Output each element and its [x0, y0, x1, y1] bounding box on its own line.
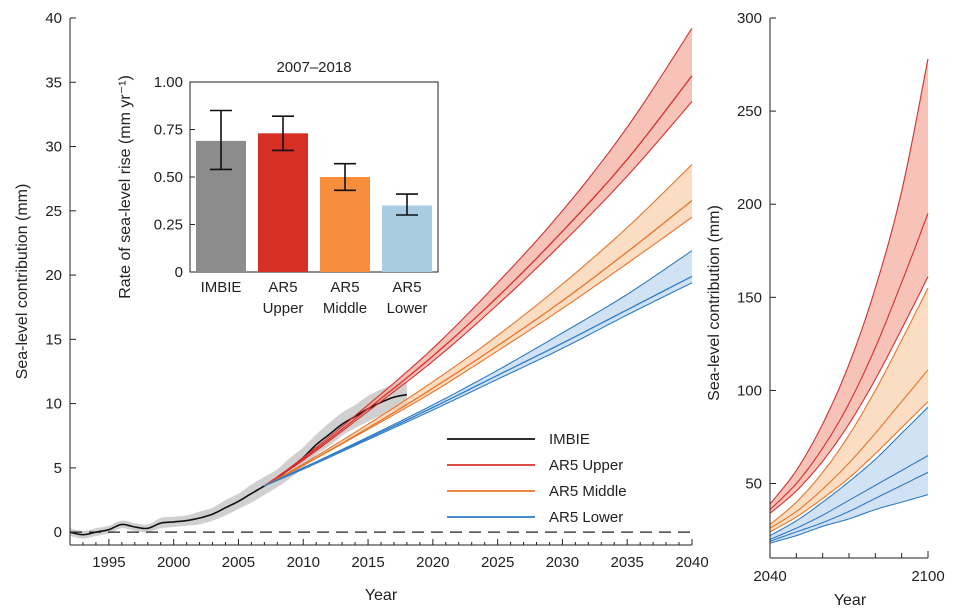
y-tick-label: 40 [45, 10, 62, 27]
x-tick-label: 2015 [351, 554, 384, 571]
main-bands [70, 28, 692, 539]
y-tick-label: 0 [54, 524, 62, 541]
ar5-upper-long-term-band [770, 59, 928, 514]
imbie-line [69, 393, 408, 536]
y-tick-label: 15 [45, 331, 62, 348]
legend-label-ar5-lower: AR5 Lower [549, 509, 623, 526]
bar-ar5-upper [258, 133, 308, 272]
ar5-middle-long-term-band [770, 288, 928, 532]
y-tick-label: 5 [54, 460, 62, 477]
inset-y-tick-label: 0 [175, 264, 183, 281]
ar5-upper-long-term-line-3 [769, 276, 929, 514]
ar5-lower-long-term-line-2 [769, 455, 929, 540]
inset-y-axis-label: Rate of sea-level rise (mm yr⁻¹) [117, 75, 134, 299]
y-tick-label: 20 [45, 267, 62, 284]
bar-ar5-lower [382, 205, 432, 272]
ar5-lower-line-2 [264, 275, 693, 487]
ar5-middle-long-term-line-3 [769, 401, 929, 533]
category-label-ar5-lower: Lower [387, 300, 428, 317]
long-term-x-axis-label: Year [834, 592, 867, 608]
ar5-middle-line-3 [264, 216, 693, 487]
inset-y-tick-label: 0.50 [154, 169, 183, 186]
ar5-lower-line-3 [264, 282, 693, 487]
x-tick-label: 2030 [546, 554, 579, 571]
long-term-y-tick-label: 50 [745, 476, 762, 493]
x-tick-label: 2040 [675, 554, 708, 571]
y-tick-label: 10 [45, 396, 62, 413]
main-lines [69, 27, 693, 536]
long-term-y-tick-label: 100 [737, 382, 762, 399]
x-tick-label: 2000 [157, 554, 190, 571]
category-label-ar5-middle: AR5 [330, 279, 359, 296]
legend-label-ar5-middle: AR5 Middle [549, 483, 627, 500]
y-tick-label: 30 [45, 139, 62, 156]
long-term-y-tick-label: 300 [737, 10, 762, 27]
main-y-axis-label: Sea-level contribution (mm) [14, 184, 31, 380]
inset-y-tick-label: 1.00 [154, 74, 183, 91]
long-term-y-tick-label: 150 [737, 289, 762, 306]
ar5-upper-line-3 [264, 101, 693, 487]
ar5-middle-line-1 [264, 164, 693, 487]
ar5-upper-long-term-line-1 [769, 58, 929, 505]
long-term-y-tick-label: 200 [737, 196, 762, 213]
legend-label-imbie: IMBIE [549, 431, 590, 448]
category-label-ar5-lower: AR5 [392, 279, 421, 296]
long-term-panel: 50 100 150 200 250 300 2040 2100 Year Sea-level c… [706, 10, 945, 609]
y-tick-label: 25 [45, 203, 62, 220]
ar5-upper-line-2 [264, 75, 693, 487]
ar5-upper-line-1 [264, 27, 693, 487]
legend-label-ar5-upper: AR5 Upper [549, 457, 623, 474]
imbie-uncertainty-band [70, 381, 407, 539]
x-tick-label: 2025 [481, 554, 514, 571]
main-x-axis-label: Year [365, 587, 398, 604]
inset-y-tick-label: 0.25 [154, 217, 183, 234]
ar5-lower-long-term-band [770, 407, 928, 544]
ar5-lower-long-term-line-3 [769, 471, 929, 542]
long-term-x-tick-label: 2040 [753, 568, 786, 585]
main-legend: IMBIE AR5 Upper AR5 Middle AR5 Lower [447, 431, 627, 526]
x-tick-label: 2035 [611, 554, 644, 571]
long-term-lines [769, 58, 929, 544]
inset-title: 2007–2018 [276, 59, 351, 76]
inset-panel: 2007–2018 0 0.25 0.50 0.75 1.00 IMBIE AR5 Upper A… [117, 59, 439, 317]
long-term-bands [770, 59, 928, 544]
long-term-y-tick-label: 250 [737, 103, 762, 120]
ar5-middle-long-term-line-1 [769, 287, 929, 525]
x-tick-label: 2010 [287, 554, 320, 571]
x-tick-label: 1995 [92, 554, 125, 571]
ar5-middle-long-term-line-2 [769, 369, 929, 529]
category-label-ar5-upper: AR5 [268, 279, 297, 296]
category-label-imbie: IMBIE [201, 279, 242, 296]
inset-y-tick-label: 0.75 [154, 122, 183, 139]
y-tick-label: 35 [45, 74, 62, 91]
ar5-lower-long-term-line-1 [769, 406, 929, 537]
bar-ar5-middle [320, 177, 370, 272]
x-tick-label: 2020 [416, 554, 449, 571]
ar5-lower-long-term-line-4 [769, 494, 929, 544]
category-label-ar5-upper: Upper [263, 300, 304, 317]
long-term-x-tick-label: 2100 [911, 568, 944, 585]
ar5-upper-long-term-line-2 [769, 213, 929, 511]
long-term-y-axis-label: Sea-level contribution (mm) [706, 205, 723, 401]
category-label-ar5-middle: Middle [323, 300, 367, 317]
x-tick-label: 2005 [222, 554, 255, 571]
